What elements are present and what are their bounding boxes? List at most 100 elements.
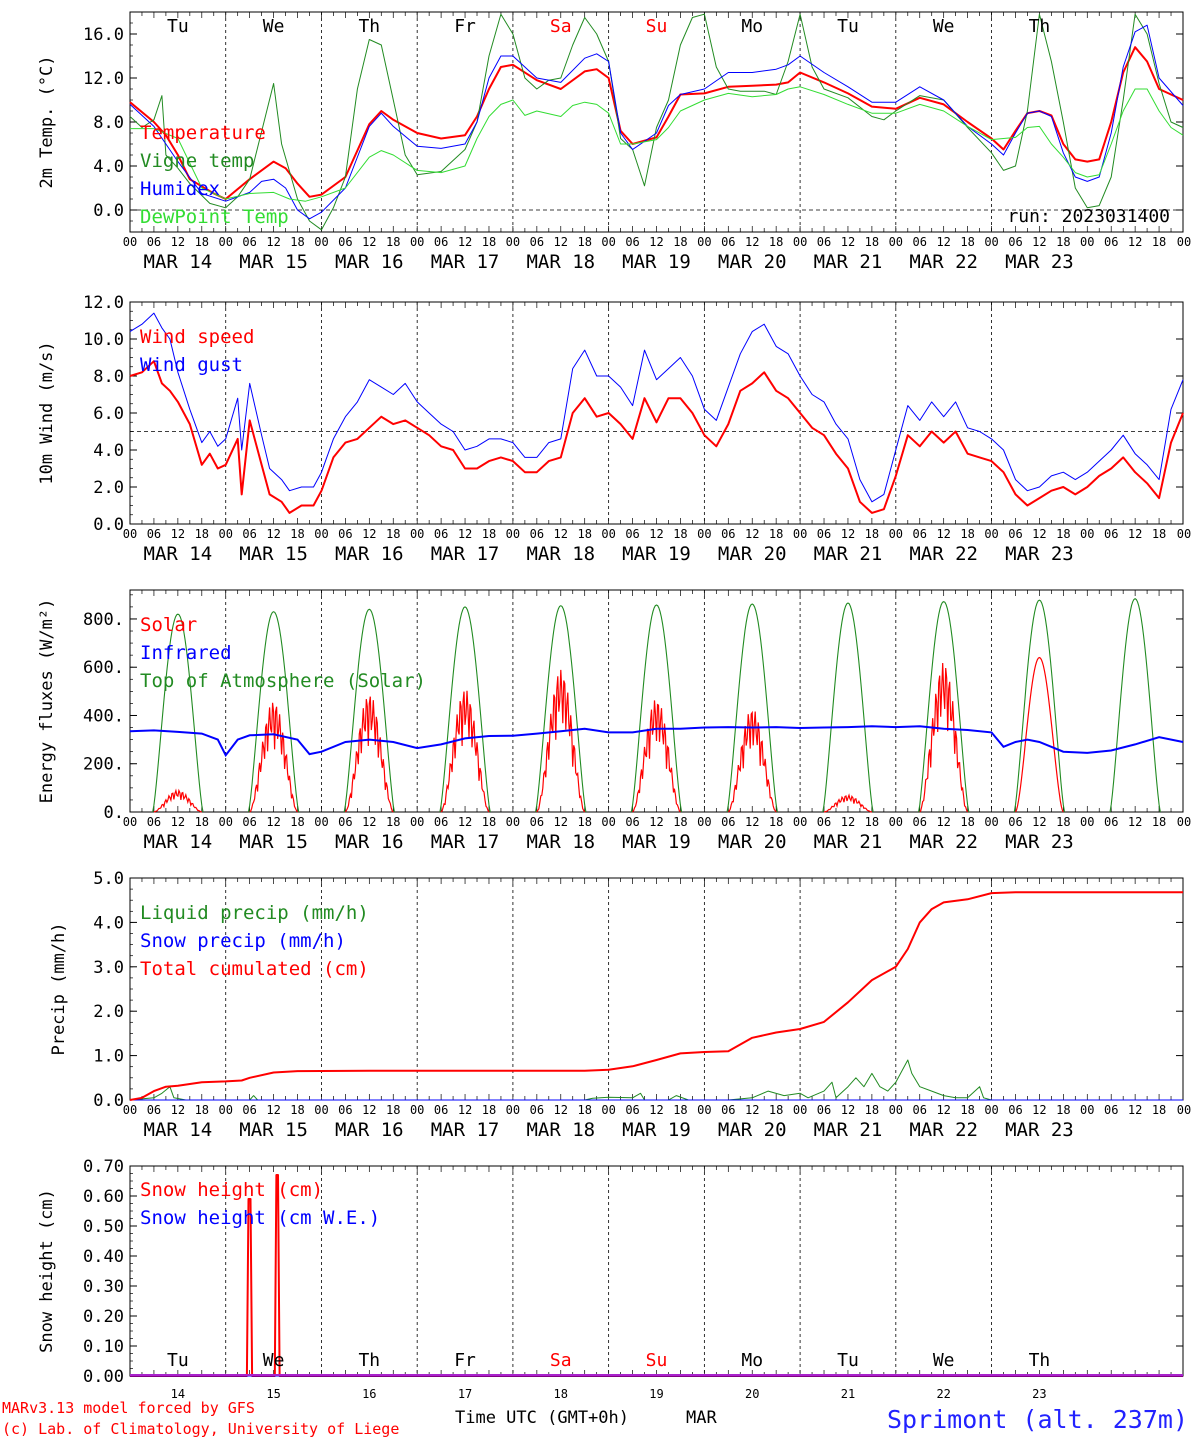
station-name: Sprimont (alt. 237m)	[887, 1405, 1188, 1434]
weekday-label: Th	[358, 1350, 380, 1371]
hour-label: 18	[769, 527, 783, 541]
y-tick-label: 4.0	[93, 913, 124, 933]
hour-label: 00	[697, 235, 711, 249]
hour-label: 18	[577, 235, 591, 249]
date-label: MAR 20	[718, 251, 787, 273]
hour-label: 12	[649, 815, 663, 829]
hour-label: 06	[338, 1103, 352, 1117]
y-tick-label: 5.0	[93, 869, 124, 889]
hour-label: 00	[314, 235, 328, 249]
hour-label: 12	[841, 815, 855, 829]
series-dewpoint-temp	[130, 86, 1184, 202]
hour-label: 06	[147, 1103, 161, 1117]
date-label: MAR 23	[1005, 251, 1074, 273]
hour-label: 00	[889, 527, 903, 541]
hour-label: 18	[960, 1103, 974, 1117]
hour-label: 00	[697, 527, 711, 541]
legend-entry: Temperature	[140, 122, 266, 144]
y-tick-label: 3.0	[93, 958, 124, 978]
hour-label: 06	[721, 527, 735, 541]
hour-label: 12	[362, 235, 376, 249]
legend-entry: Snow height (cm W.E.)	[140, 1207, 380, 1229]
date-label: MAR 22	[909, 831, 978, 853]
hour-label: 12	[171, 235, 185, 249]
hour-label: 06	[338, 235, 352, 249]
weekday-label: Tu	[837, 16, 859, 37]
hour-label: 18	[769, 235, 783, 249]
y-tick-label: 0.60	[83, 1187, 124, 1207]
date-label: MAR 19	[622, 543, 691, 565]
y-tick-label: 1.0	[93, 1047, 124, 1067]
hour-label: 06	[530, 1103, 544, 1117]
legend-entry: Humidex	[140, 178, 220, 200]
y-tick-label: 0.0	[93, 201, 124, 221]
hour-label: 12	[745, 1103, 759, 1117]
hour-label: 12	[171, 815, 185, 829]
date-label: MAR 18	[526, 831, 595, 853]
hour-label: 18	[290, 235, 304, 249]
date-label: MAR 19	[622, 1119, 691, 1141]
hour-label: 18	[290, 815, 304, 829]
hour-label: 06	[625, 1103, 639, 1117]
hour-label: 12	[266, 235, 280, 249]
series-infrared	[129, 725, 1184, 758]
weekday-label: Tu	[167, 1350, 189, 1371]
legend-entry: Total cumulated (cm)	[140, 958, 369, 980]
hour-label: 18	[386, 527, 400, 541]
hour-label: 12	[745, 815, 759, 829]
hour-label: 06	[530, 815, 544, 829]
date-label: MAR 17	[431, 251, 500, 273]
hour-label: 00	[219, 1103, 233, 1117]
hour-label: 12	[1032, 235, 1046, 249]
hour-label: 06	[434, 1103, 448, 1117]
hour-label: 18	[386, 235, 400, 249]
hour-label: 06	[721, 815, 735, 829]
hour-label: 06	[147, 235, 161, 249]
hour-label: 18	[195, 527, 209, 541]
panel-3: 0. 200. 400. 600. 800. Energy fluxes (W/m²) 00…	[37, 589, 1191, 853]
hour-label: 18	[290, 527, 304, 541]
hour-label: 06	[338, 527, 352, 541]
series-total-cumulated-cm	[129, 891, 1183, 1101]
y-tick-label: 12.0	[83, 293, 124, 313]
series-humidex	[129, 24, 1184, 220]
hour-label: 18	[1056, 527, 1070, 541]
hour-label: 00	[793, 235, 807, 249]
y-tick-label: 2.0	[93, 1002, 124, 1022]
hour-label: 00	[1177, 815, 1191, 829]
y-tick-label: 12.0	[83, 69, 124, 89]
date-label: MAR 16	[335, 1119, 404, 1141]
series-liquid-precip-mm-h	[129, 1059, 1183, 1101]
date-label: MAR 20	[718, 1119, 787, 1141]
hour-label: 12	[841, 1103, 855, 1117]
panel-1: 0.0 4.0 8.0 12.0 16.0 2m Temp. (°C) 00 06 12 18 00…	[37, 11, 1191, 273]
weekday-label: Sa	[550, 16, 572, 37]
footer: MARv3.13 model forced by GFS (c) Lab. of…	[2, 1399, 1188, 1438]
hour-label: 00	[410, 815, 424, 829]
hour-label: 00	[984, 527, 998, 541]
weekday-label: We	[263, 1350, 285, 1371]
day-number-label: 18	[554, 1387, 568, 1401]
date-label: MAR 20	[718, 543, 787, 565]
date-label: MAR 20	[718, 831, 787, 853]
weekday-label: Tu	[167, 16, 189, 37]
series-wind-gust	[129, 312, 1184, 503]
run-label: run: 2023031400	[1007, 206, 1170, 227]
hour-label: 12	[458, 527, 472, 541]
y-tick-label: 4.0	[93, 441, 124, 461]
y-tick-label: 0.30	[83, 1277, 124, 1297]
legend-entry: Top of Atmosphere (Solar)	[140, 670, 426, 692]
date-label: MAR 23	[1005, 1119, 1074, 1141]
hour-label: 06	[242, 815, 256, 829]
series-wind-speed	[129, 360, 1184, 514]
series-toa-solar	[152, 598, 1161, 813]
date-label: MAR 15	[239, 251, 308, 273]
hour-label: 00	[697, 815, 711, 829]
day-number-label: 19	[649, 1387, 663, 1401]
y-tick-label: 10.0	[83, 330, 124, 350]
hour-label: 12	[1032, 527, 1046, 541]
hour-label: 00	[506, 1103, 520, 1117]
hour-label: 18	[960, 527, 974, 541]
day-number-label: 22	[936, 1387, 950, 1401]
